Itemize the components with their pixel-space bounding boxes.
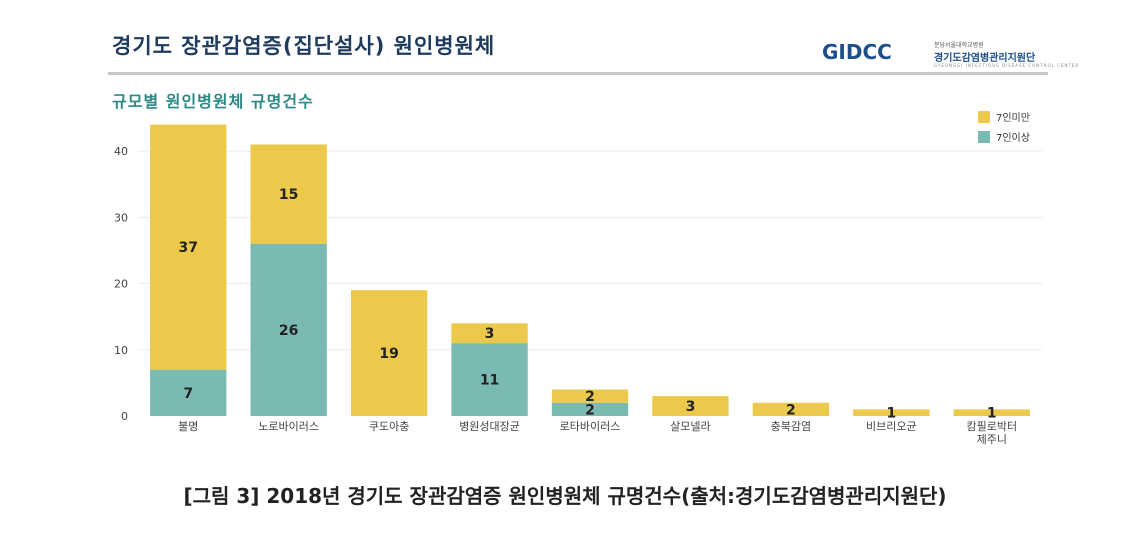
logo-hospital-name: 분당서울대학교병원 [934,42,984,49]
x-category-label: 충북감염 [771,420,811,433]
bar-segment [451,343,528,416]
legend-swatch [978,111,990,123]
data-label: 3 [686,399,696,415]
x-category-label: 제주니 [977,433,1007,446]
x-category-label: 로타바이러스 [560,420,621,433]
x-category-label: 불명 [178,420,198,433]
logo-center-name: 경기도감염병관리지원단 [934,53,1036,64]
y-tick-label: 30 [114,211,128,224]
x-category-label: 비브리오균 [866,420,917,433]
data-label: 19 [379,346,398,362]
bar-segment [150,124,227,370]
legend-swatch [978,131,990,143]
bar-segment [150,369,227,416]
logo-center-english: GYEONGGI INFECTIOUS DISEASE CONTROL CENT… [934,63,1080,68]
x-category-label: 캄필로박터 [966,420,1017,433]
header-divider [108,72,1048,75]
bar-segment [752,402,830,416]
header-title: 경기도 장관감염증(집단설사) 원인병원체 [112,34,496,58]
x-category-label: 노로바이러스 [258,420,319,433]
data-label: 15 [279,187,298,203]
legend-label: 7인미만 [996,112,1030,124]
x-category-label: 살모넬라 [670,420,710,433]
y-tick-label: 20 [114,278,128,291]
data-label: 11 [480,373,499,389]
gidcc-logo: GIDCC [822,40,892,64]
bar-segment [451,323,528,344]
data-label: 2 [585,402,595,418]
bar-segment [551,402,629,416]
bar-segment [652,396,729,416]
bar-segment [250,144,327,244]
data-label: 1 [886,406,896,422]
figure-caption: [그림 3] 2018년 경기도 장관감염증 원인병원체 규명건수(출처:경기도… [183,484,947,508]
bar-segment [551,389,629,403]
data-label: 26 [279,323,298,339]
data-label: 7 [183,386,193,402]
bar-chart: 010203040737불명2615노로바이러스19쿠도아충113병원성대장균2… [114,111,1042,446]
legend-label: 7인이상 [996,132,1030,144]
x-category-label: 병원성대장균 [459,420,520,433]
y-tick-label: 40 [114,145,128,158]
y-tick-label: 0 [121,410,128,423]
bar-segment [853,409,930,416]
data-label: 1 [987,406,997,422]
y-tick-label: 10 [114,344,128,357]
data-label: 3 [485,326,495,342]
data-label: 37 [178,240,197,256]
data-label: 2 [786,402,796,418]
data-label: 2 [585,389,595,405]
bar-segment [350,290,428,416]
bar-segment [250,243,327,416]
bar-segment [953,409,1030,416]
x-category-label: 쿠도아충 [369,420,409,433]
chart-title: 규모별 원인병원체 규명건수 [112,92,314,111]
